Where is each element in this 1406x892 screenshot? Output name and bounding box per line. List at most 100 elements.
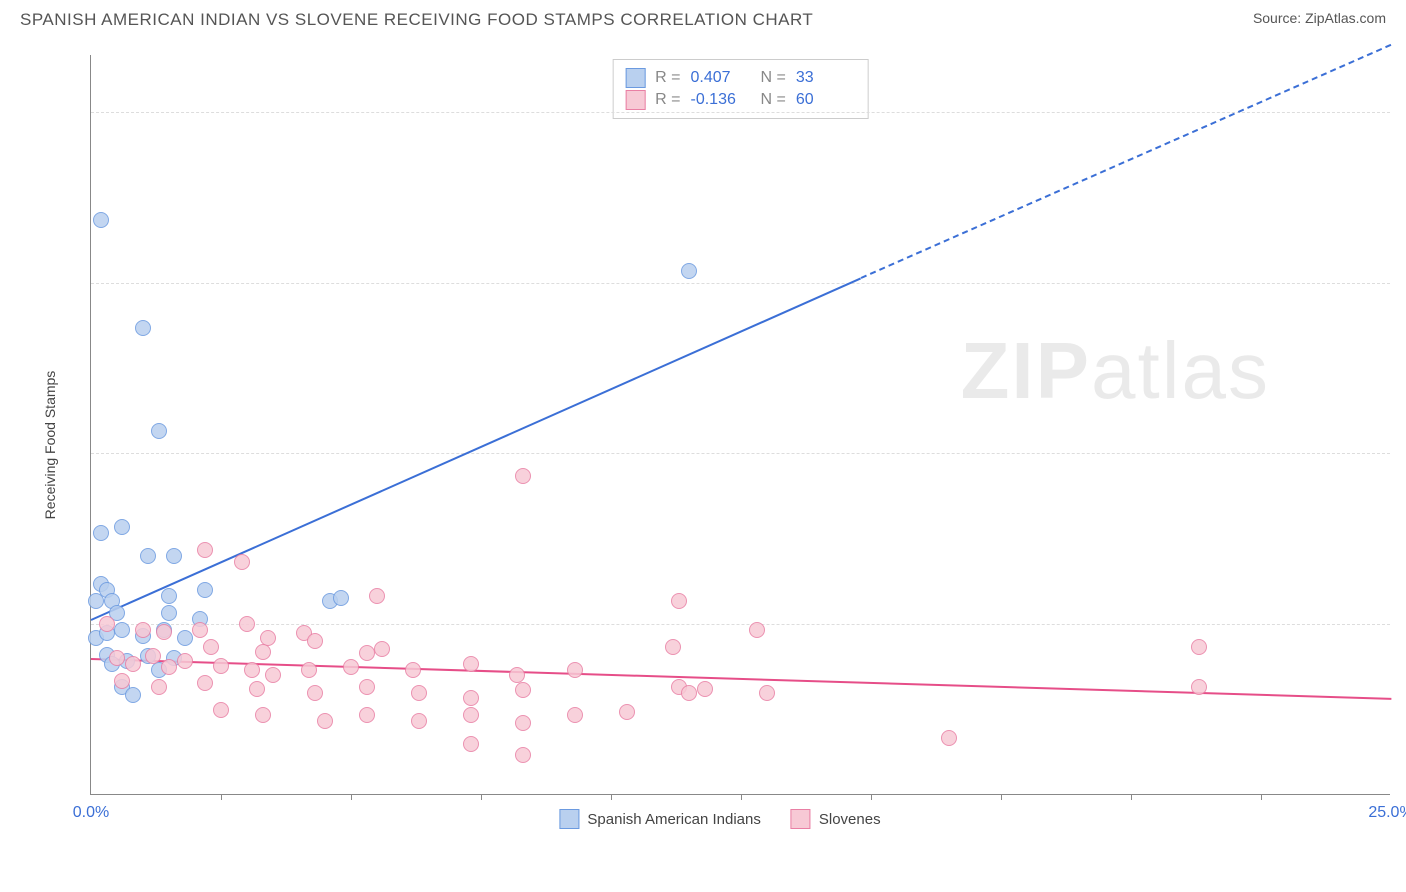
r-value-series-1: 0.407 [691, 69, 751, 87]
x-tick [1001, 794, 1002, 800]
data-point [671, 593, 687, 609]
data-point [359, 645, 375, 661]
data-point [759, 685, 775, 701]
trendline [91, 277, 861, 620]
data-point [114, 673, 130, 689]
series-name-1: Spanish American Indians [587, 811, 760, 828]
data-point [135, 320, 151, 336]
source-attribution: Source: ZipAtlas.com [1253, 10, 1386, 26]
data-point [681, 263, 697, 279]
data-point [125, 687, 141, 703]
data-point [307, 685, 323, 701]
data-point [343, 659, 359, 675]
chart-container: Receiving Food Stamps ZIPatlas R = 0.407… [50, 55, 1390, 835]
plot-area: ZIPatlas R = 0.407 N = 33 R = -0.136 N =… [90, 55, 1390, 795]
data-point [463, 656, 479, 672]
r-label: R = [655, 91, 680, 109]
data-point [88, 593, 104, 609]
data-point [99, 616, 115, 632]
x-tick-label: 25.0% [1368, 804, 1406, 822]
data-point [197, 675, 213, 691]
data-point [1191, 679, 1207, 695]
watermark: ZIPatlas [961, 325, 1270, 417]
data-point [213, 702, 229, 718]
x-tick [221, 794, 222, 800]
data-point [405, 662, 421, 678]
x-tick [611, 794, 612, 800]
data-point [109, 650, 125, 666]
data-point [333, 590, 349, 606]
data-point [515, 468, 531, 484]
legend-item-series-1: Spanish American Indians [559, 809, 760, 829]
data-point [166, 548, 182, 564]
data-point [156, 624, 172, 640]
data-point [93, 525, 109, 541]
legend-row-series-2: R = -0.136 N = 60 [625, 90, 856, 110]
correlation-legend: R = 0.407 N = 33 R = -0.136 N = 60 [612, 59, 869, 119]
gridline [91, 453, 1390, 454]
data-point [151, 679, 167, 695]
n-value-series-1: 33 [796, 69, 856, 87]
data-point [359, 679, 375, 695]
data-point [374, 641, 390, 657]
data-point [197, 582, 213, 598]
data-point [665, 639, 681, 655]
legend-row-series-1: R = 0.407 N = 33 [625, 68, 856, 88]
data-point [177, 653, 193, 669]
n-value-series-2: 60 [796, 91, 856, 109]
data-point [509, 667, 525, 683]
x-tick [351, 794, 352, 800]
data-point [567, 707, 583, 723]
data-point [463, 736, 479, 752]
swatch-series-2 [625, 90, 645, 110]
data-point [1191, 639, 1207, 655]
data-point [213, 658, 229, 674]
x-tick-label: 0.0% [73, 804, 109, 822]
swatch-series-1 [625, 68, 645, 88]
data-point [515, 747, 531, 763]
data-point [161, 659, 177, 675]
data-point [463, 690, 479, 706]
data-point [515, 682, 531, 698]
data-point [697, 681, 713, 697]
data-point [161, 605, 177, 621]
gridline [91, 624, 1390, 625]
data-point [114, 519, 130, 535]
data-point [93, 212, 109, 228]
data-point [255, 707, 271, 723]
data-point [749, 622, 765, 638]
x-tick [1261, 794, 1262, 800]
x-tick [481, 794, 482, 800]
data-point [515, 715, 531, 731]
data-point [255, 644, 271, 660]
swatch-series-1 [559, 809, 579, 829]
data-point [317, 713, 333, 729]
data-point [239, 616, 255, 632]
data-point [197, 542, 213, 558]
gridline [91, 112, 1390, 113]
r-value-series-2: -0.136 [691, 91, 751, 109]
n-label: N = [761, 69, 786, 87]
data-point [301, 662, 317, 678]
data-point [125, 656, 141, 672]
data-point [681, 685, 697, 701]
r-label: R = [655, 69, 680, 87]
swatch-series-2 [791, 809, 811, 829]
data-point [192, 622, 208, 638]
trendline-extrapolated [860, 44, 1391, 279]
data-point [249, 681, 265, 697]
data-point [941, 730, 957, 746]
data-point [114, 622, 130, 638]
data-point [567, 662, 583, 678]
series-legend: Spanish American Indians Slovenes [559, 809, 880, 829]
data-point [140, 548, 156, 564]
data-point [203, 639, 219, 655]
data-point [619, 704, 635, 720]
data-point [359, 707, 375, 723]
x-tick [741, 794, 742, 800]
data-point [244, 662, 260, 678]
data-point [135, 622, 151, 638]
data-point [369, 588, 385, 604]
x-tick [1131, 794, 1132, 800]
n-label: N = [761, 91, 786, 109]
